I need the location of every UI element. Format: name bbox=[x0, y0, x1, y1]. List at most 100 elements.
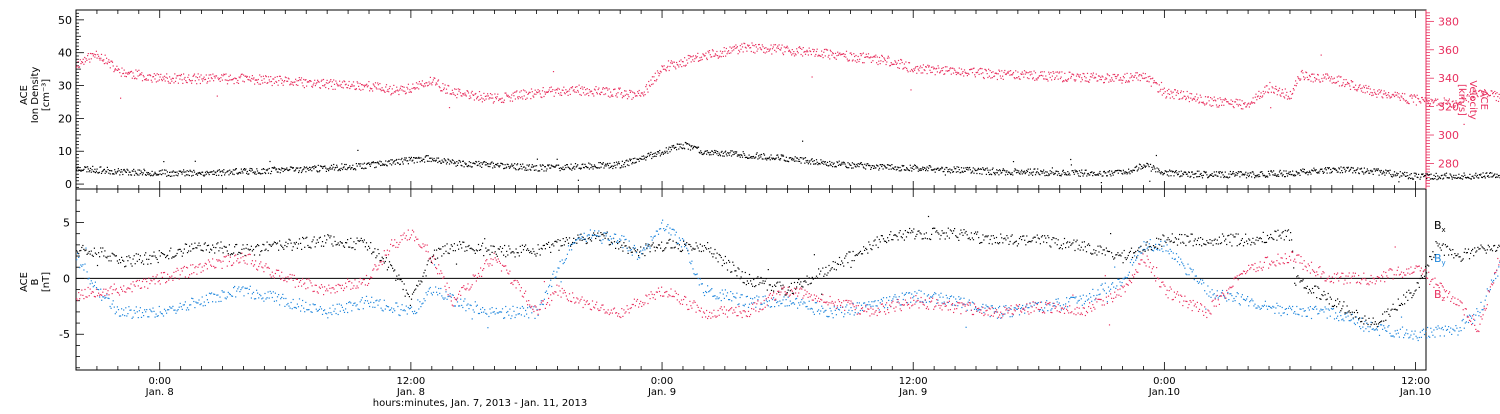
velocity-series-point bbox=[233, 78, 234, 79]
velocity-series-point bbox=[1448, 100, 1449, 101]
density-series-point bbox=[1404, 172, 1405, 173]
velocity-series-point bbox=[753, 52, 754, 53]
density-series-point bbox=[326, 171, 327, 172]
density-series-point bbox=[1389, 173, 1390, 174]
velocity-series-point bbox=[717, 55, 718, 56]
density-series-point bbox=[1398, 173, 1399, 174]
density-series-point bbox=[864, 164, 865, 165]
velocity-series-point bbox=[1001, 78, 1002, 79]
velocity-series-point bbox=[726, 48, 727, 49]
velocity-series-point bbox=[1060, 78, 1061, 79]
density-series-point bbox=[760, 156, 761, 157]
density-series-point bbox=[475, 163, 476, 164]
bx-series-point bbox=[153, 252, 154, 253]
density-series-point bbox=[1118, 173, 1119, 174]
density-series-point bbox=[464, 166, 465, 167]
density-series-point bbox=[381, 161, 382, 162]
velocity-series-point bbox=[1362, 92, 1363, 93]
density-series-point bbox=[1158, 169, 1159, 170]
density-series-point bbox=[1442, 175, 1443, 176]
velocity-series-point bbox=[1012, 73, 1013, 74]
velocity-series-point bbox=[639, 90, 640, 91]
density-series-point bbox=[278, 172, 279, 173]
velocity-series-point bbox=[523, 89, 524, 90]
density-series-point bbox=[436, 160, 437, 161]
velocity-series-point bbox=[175, 81, 176, 82]
velocity-series-point bbox=[515, 98, 516, 99]
density-series-point bbox=[261, 173, 262, 174]
density-series-point bbox=[929, 165, 930, 166]
density-series-point bbox=[95, 172, 96, 173]
density-series-point bbox=[527, 165, 528, 166]
velocity-series-point bbox=[697, 56, 698, 57]
density-series-point bbox=[689, 145, 690, 146]
velocity-series-point bbox=[647, 92, 648, 93]
density-series-point bbox=[1400, 171, 1401, 172]
velocity-series-point bbox=[334, 84, 335, 85]
velocity-series-point bbox=[1024, 70, 1025, 71]
density-series-point bbox=[1462, 179, 1463, 180]
velocity-series-point bbox=[796, 48, 797, 49]
density-series-point bbox=[222, 170, 223, 171]
density-series-point bbox=[874, 166, 875, 167]
density-series-point bbox=[724, 156, 725, 157]
density-series-point bbox=[283, 168, 284, 169]
velocity-series-point bbox=[505, 93, 506, 94]
bx-series-point bbox=[315, 246, 316, 247]
density-series-point bbox=[1143, 164, 1144, 165]
velocity-series-point bbox=[177, 75, 178, 76]
density-series-point bbox=[1055, 173, 1056, 174]
bx-series-point bbox=[307, 245, 308, 246]
velocity-series-point bbox=[779, 44, 780, 45]
velocity-series-point bbox=[1261, 92, 1262, 93]
density-series-point bbox=[792, 158, 793, 159]
velocity-series-point bbox=[1001, 70, 1002, 71]
velocity-series-point bbox=[646, 84, 647, 85]
density-series-point bbox=[1379, 170, 1380, 171]
velocity-series-point bbox=[296, 84, 297, 85]
density-series-point bbox=[141, 171, 142, 172]
density-series-point bbox=[89, 170, 90, 171]
velocity-series-point bbox=[277, 76, 278, 77]
velocity-series-point bbox=[645, 94, 646, 95]
velocity-series-point bbox=[344, 81, 345, 82]
velocity-series-point bbox=[1343, 79, 1344, 80]
velocity-series-point bbox=[961, 69, 962, 70]
density-series-point bbox=[651, 158, 652, 159]
time-tick-label: 0:00 bbox=[1153, 376, 1175, 387]
density-series-point bbox=[1110, 175, 1111, 176]
density-series-point bbox=[1068, 174, 1069, 175]
velocity-series-point bbox=[1346, 79, 1347, 80]
density-series-point bbox=[666, 151, 667, 152]
density-series-point bbox=[1050, 170, 1051, 171]
velocity-series-point bbox=[1414, 94, 1415, 95]
density-series-point bbox=[624, 162, 625, 163]
density-series-point bbox=[303, 168, 304, 169]
density-series-point bbox=[742, 157, 743, 158]
density-series-point bbox=[1281, 173, 1282, 174]
velocity-series-point bbox=[266, 76, 267, 77]
density-series-point bbox=[757, 152, 758, 153]
density-series-point bbox=[1025, 172, 1026, 173]
velocity-series-point bbox=[161, 79, 162, 80]
velocity-series-point bbox=[913, 68, 914, 69]
velocity-series-point bbox=[864, 62, 865, 63]
density-series-point bbox=[963, 168, 964, 169]
density-series-point bbox=[785, 161, 786, 162]
density-series-point bbox=[109, 170, 110, 171]
density-series-point bbox=[114, 169, 115, 170]
velocity-series-point bbox=[1210, 97, 1211, 98]
velocity-series-point bbox=[380, 89, 381, 90]
velocity-series-point bbox=[256, 80, 257, 81]
velocity-series-point bbox=[198, 79, 199, 80]
velocity-series-point bbox=[448, 85, 449, 86]
density-series-point bbox=[1262, 173, 1263, 174]
bx-series-point bbox=[96, 254, 97, 255]
velocity-series-point bbox=[392, 88, 393, 89]
bx-series-point bbox=[273, 243, 274, 244]
velocity-series-point bbox=[572, 86, 573, 87]
velocity-series-point bbox=[574, 91, 575, 92]
velocity-series-point bbox=[291, 84, 292, 85]
velocity-series-point bbox=[731, 48, 732, 49]
density-series-point bbox=[390, 159, 391, 160]
